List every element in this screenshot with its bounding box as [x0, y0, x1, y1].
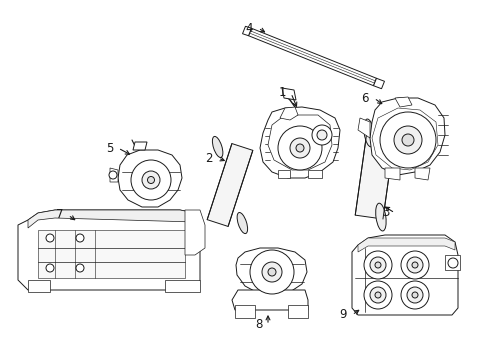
Ellipse shape [376, 203, 386, 231]
Circle shape [448, 258, 458, 268]
Circle shape [76, 234, 84, 242]
Circle shape [147, 176, 154, 184]
Circle shape [407, 257, 423, 273]
Circle shape [317, 130, 327, 140]
Polygon shape [358, 238, 455, 252]
Circle shape [364, 251, 392, 279]
Polygon shape [358, 118, 370, 138]
Text: 1: 1 [278, 86, 286, 99]
Polygon shape [280, 107, 298, 120]
Polygon shape [370, 98, 445, 175]
Circle shape [268, 268, 276, 276]
Polygon shape [352, 235, 458, 315]
Polygon shape [260, 107, 340, 178]
Text: 9: 9 [340, 309, 347, 321]
Polygon shape [232, 290, 308, 310]
Polygon shape [445, 255, 460, 270]
Polygon shape [278, 170, 290, 178]
Circle shape [370, 287, 386, 303]
Polygon shape [110, 168, 118, 182]
Text: 3: 3 [383, 207, 390, 220]
Circle shape [412, 292, 418, 298]
Circle shape [312, 125, 332, 145]
Text: 7: 7 [55, 208, 63, 221]
Circle shape [296, 144, 304, 152]
Circle shape [394, 126, 422, 154]
Circle shape [380, 112, 436, 168]
Polygon shape [235, 305, 255, 318]
Polygon shape [248, 28, 376, 86]
Circle shape [76, 264, 84, 272]
Circle shape [142, 171, 160, 189]
Polygon shape [133, 142, 147, 150]
Polygon shape [282, 88, 296, 100]
Polygon shape [165, 280, 200, 292]
Polygon shape [395, 97, 412, 107]
Polygon shape [385, 168, 400, 180]
Polygon shape [308, 170, 322, 178]
Polygon shape [372, 108, 438, 170]
Polygon shape [207, 144, 253, 226]
Polygon shape [415, 168, 430, 180]
Circle shape [46, 264, 54, 272]
Text: 4: 4 [245, 22, 253, 35]
Circle shape [370, 257, 386, 273]
Polygon shape [185, 210, 205, 255]
Circle shape [290, 138, 310, 158]
Circle shape [46, 234, 54, 242]
Polygon shape [373, 78, 385, 89]
Text: 2: 2 [205, 152, 213, 165]
Circle shape [375, 262, 381, 268]
Circle shape [401, 251, 429, 279]
Polygon shape [28, 210, 200, 228]
Polygon shape [243, 26, 251, 36]
Circle shape [250, 250, 294, 294]
Ellipse shape [364, 119, 374, 147]
Polygon shape [288, 305, 308, 318]
Text: 8: 8 [256, 319, 263, 332]
Circle shape [109, 171, 117, 179]
Text: 5: 5 [106, 141, 113, 154]
Polygon shape [268, 115, 332, 170]
Polygon shape [18, 210, 200, 290]
Polygon shape [236, 248, 307, 295]
Circle shape [401, 281, 429, 309]
Circle shape [402, 134, 414, 146]
Circle shape [375, 292, 381, 298]
Circle shape [278, 126, 322, 170]
Text: 6: 6 [362, 91, 369, 104]
Polygon shape [355, 131, 395, 219]
Polygon shape [38, 230, 185, 278]
Circle shape [364, 281, 392, 309]
Circle shape [407, 287, 423, 303]
Circle shape [412, 262, 418, 268]
Circle shape [131, 160, 171, 200]
Polygon shape [118, 150, 182, 207]
Polygon shape [28, 280, 50, 292]
Circle shape [262, 262, 282, 282]
Ellipse shape [237, 212, 247, 234]
Ellipse shape [212, 136, 223, 157]
